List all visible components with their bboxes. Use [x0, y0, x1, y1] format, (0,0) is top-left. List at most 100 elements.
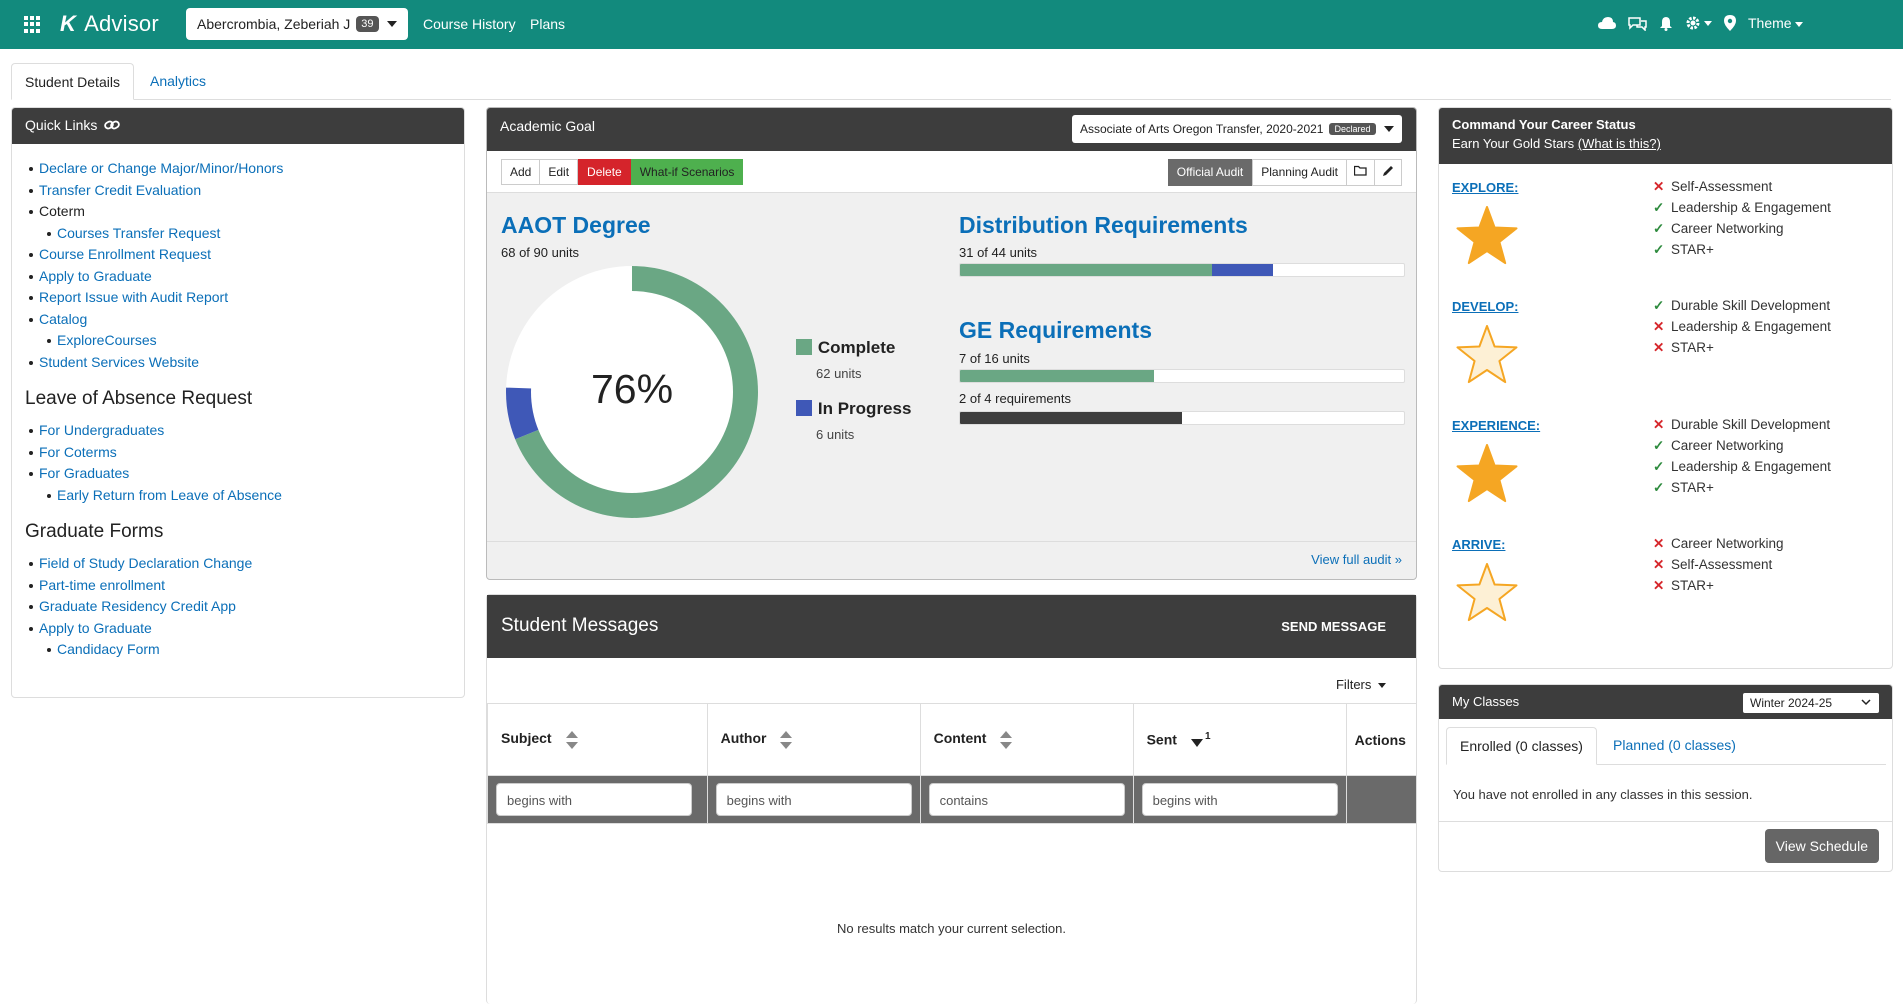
- x-icon: ✕: [1653, 340, 1665, 355]
- theme-menu[interactable]: Theme: [1748, 15, 1803, 31]
- column-author-label: Author: [720, 730, 767, 747]
- academic-goal-title: Academic Goal: [500, 118, 595, 134]
- link-courses-transfer[interactable]: Courses Transfer Request: [57, 224, 221, 241]
- link-course-enrollment[interactable]: Course Enrollment Request: [39, 246, 211, 262]
- list-item: Coterm: [25, 201, 451, 223]
- planning-audit-button[interactable]: Planning Audit: [1252, 159, 1347, 186]
- location-pin-icon[interactable]: [1724, 15, 1736, 31]
- career-criterion-label: Durable Skill Development: [1671, 298, 1831, 313]
- app-name: Advisor: [84, 11, 159, 36]
- career-section-link[interactable]: DEVELOP:: [1452, 299, 1519, 314]
- student-selector[interactable]: Abercrombia, Zeberiah J 39: [186, 8, 408, 40]
- column-sent-label: Sent: [1146, 731, 1177, 748]
- career-criterion-label: STAR+: [1671, 242, 1714, 257]
- edit-button[interactable]: Edit: [540, 159, 579, 185]
- column-author[interactable]: Author: [706, 703, 921, 776]
- view-full-audit-link[interactable]: View full audit »: [1311, 552, 1402, 567]
- link-candidacy-form[interactable]: Candidacy Form: [57, 641, 160, 657]
- link-catalog[interactable]: Catalog: [39, 310, 88, 327]
- view-schedule-button[interactable]: View Schedule: [1764, 829, 1879, 863]
- folder-button[interactable]: [1347, 159, 1375, 186]
- what-if-button[interactable]: What-if Scenarios: [630, 159, 744, 185]
- career-criterion-label: Self-Assessment: [1671, 557, 1773, 572]
- sort-icon[interactable]: [780, 730, 793, 749]
- app-logo[interactable]: K Advisor: [60, 11, 159, 37]
- link-graduates[interactable]: For Graduates: [39, 465, 130, 481]
- program-selector[interactable]: Associate of Arts Oregon Transfer, 2020-…: [1072, 115, 1402, 143]
- column-content[interactable]: Content: [919, 703, 1134, 776]
- tab-analytics[interactable]: Analytics: [150, 73, 207, 89]
- list-item: Apply to Graduate: [25, 618, 451, 640]
- career-criterion: ✕ Self-Assessment: [1653, 554, 1772, 575]
- academic-goal-header: Academic Goal Associate of Arts Oregon T…: [487, 108, 1416, 151]
- x-icon: ✕: [1653, 179, 1665, 194]
- star-shape: [1456, 206, 1518, 265]
- quick-links-panel: Quick Links Declare or Change Major/Mino…: [11, 107, 465, 698]
- career-criterion-label: Leadership & Engagement: [1671, 459, 1831, 474]
- link-explorecourses[interactable]: ExploreCourses: [57, 332, 157, 348]
- ge-units-complete-fill: [960, 370, 1155, 382]
- link-field-of-study[interactable]: Field of Study Declaration Change: [39, 555, 253, 571]
- link-apply-graduate[interactable]: Apply to Graduate: [39, 267, 152, 284]
- cloud-icon[interactable]: [1598, 16, 1616, 30]
- career-criterion: ✓ Durable Skill Development: [1653, 295, 1830, 316]
- career-criterion-label: Career Networking: [1671, 221, 1784, 236]
- link-coterms[interactable]: For Coterms: [39, 443, 117, 460]
- pencil-button[interactable]: [1375, 159, 1402, 186]
- complete-swatch: [796, 339, 812, 355]
- star-icon: [1456, 325, 1518, 384]
- filter-cell: contains: [919, 775, 1134, 824]
- subject-filter-input[interactable]: begins with: [496, 783, 692, 816]
- link-residency-credit[interactable]: Graduate Residency Credit App: [39, 598, 236, 614]
- settings-menu[interactable]: [1685, 15, 1712, 31]
- filters-dropdown[interactable]: Filters: [1336, 677, 1386, 692]
- career-section-link[interactable]: EXPLORE:: [1452, 180, 1519, 195]
- loa-heading: Leave of Absence Request: [25, 388, 253, 409]
- career-criterion-label: Career Networking: [1671, 438, 1784, 453]
- tab-enrolled[interactable]: Enrolled (0 classes): [1446, 727, 1597, 765]
- check-icon: ✓: [1653, 200, 1665, 215]
- degree-title-link[interactable]: AAOT Degree: [501, 212, 651, 238]
- tab-planned[interactable]: Planned (0 classes): [1613, 737, 1736, 753]
- term-selector[interactable]: Winter 2024-25: [1743, 693, 1879, 713]
- nav-plans[interactable]: Plans: [530, 16, 566, 32]
- column-sent[interactable]: Sent 1: [1132, 703, 1347, 776]
- link-undergraduates[interactable]: For Undergraduates: [39, 422, 165, 438]
- chat-icon[interactable]: [1628, 16, 1647, 31]
- official-audit-button[interactable]: Official Audit: [1167, 159, 1253, 186]
- sort-icon[interactable]: [565, 730, 578, 749]
- link-transfer-credit[interactable]: Transfer Credit Evaluation: [39, 181, 202, 198]
- link-declare-major[interactable]: Declare or Change Major/Minor/Honors: [39, 160, 284, 176]
- what-is-this-link[interactable]: (What is this?): [1577, 136, 1661, 151]
- gear-icon: [1686, 16, 1700, 30]
- ge-title-link[interactable]: GE Requirements: [959, 317, 1152, 343]
- sort-desc-icon[interactable]: [1190, 738, 1203, 747]
- link-part-time[interactable]: Part-time enrollment: [39, 576, 166, 593]
- career-section-link[interactable]: EXPERIENCE:: [1452, 418, 1541, 433]
- link-apply-graduate-2[interactable]: Apply to Graduate: [39, 619, 152, 636]
- bell-icon[interactable]: [1659, 16, 1673, 31]
- add-button[interactable]: Add: [501, 159, 541, 185]
- sent-filter-input[interactable]: begins with: [1141, 783, 1338, 816]
- author-filter-input[interactable]: begins with: [715, 783, 912, 816]
- send-message-button[interactable]: SEND MESSAGE: [1281, 619, 1386, 634]
- delete-button[interactable]: Delete: [578, 159, 631, 185]
- distribution-progress-bar: [959, 263, 1405, 277]
- my-classes-title: My Classes: [1452, 694, 1520, 709]
- column-subject[interactable]: Subject: [487, 703, 708, 776]
- link-student-services[interactable]: Student Services Website: [39, 353, 200, 370]
- sort-icon[interactable]: [1000, 730, 1013, 749]
- apps-grid-icon[interactable]: [24, 16, 41, 33]
- career-section-link[interactable]: ARRIVE:: [1452, 537, 1506, 552]
- link-early-return[interactable]: Early Return from Leave of Absence: [57, 486, 282, 503]
- link-report-issue[interactable]: Report Issue with Audit Report: [39, 289, 229, 305]
- tab-student-details[interactable]: Student Details: [11, 63, 134, 100]
- nav-course-history[interactable]: Course History: [423, 16, 516, 32]
- content-filter-input[interactable]: contains: [928, 783, 1125, 816]
- distribution-title-link[interactable]: Distribution Requirements: [959, 212, 1248, 238]
- column-actions: Actions: [1345, 703, 1418, 776]
- distribution-complete-fill: [960, 264, 1213, 276]
- student-tabs: Student Details Analytics: [11, 63, 1891, 100]
- x-icon: ✕: [1653, 578, 1665, 593]
- chevron-down-icon: [1384, 126, 1394, 132]
